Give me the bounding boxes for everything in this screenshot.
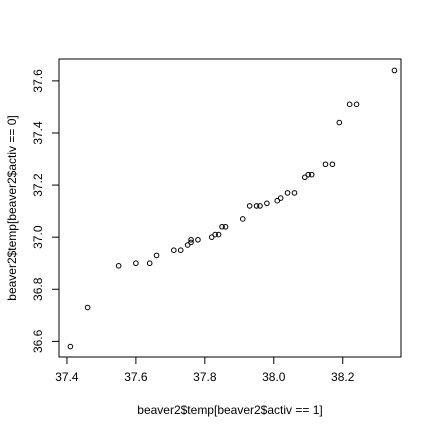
data-point [302,174,308,181]
y-tick-label: 37.6 [31,69,45,93]
data-point [257,203,263,209]
data-point [346,101,353,108]
data-point [246,203,253,209]
data-point [115,263,122,269]
y-tick-label: 37.2 [31,173,45,197]
data-point [133,260,139,267]
y-tick-label: 37.4 [31,121,45,145]
data-point [84,304,91,311]
x-tick-label: 38.0 [262,370,286,384]
y-axis: 36.6 36.8 37.0 37.2 37.4 37.6 [31,69,60,353]
x-axis-label: beaver2$temp[beaver2$activ == 1] [137,403,322,417]
data-point [177,247,184,253]
data-point [212,231,218,238]
data-point [391,67,398,74]
data-point [188,239,194,246]
data-point [284,190,291,196]
data-point [329,161,336,168]
data-point [277,195,284,201]
data-point [184,242,191,248]
y-axis-label: beaver2$temp[beaver2$activ == 0] [5,115,19,300]
data-point [253,203,260,209]
data-point [222,223,229,230]
data-point [322,161,329,168]
data-point [353,101,360,108]
data-point [291,190,298,196]
data-point [274,197,281,204]
x-tick-label: 37.8 [193,370,217,384]
data-point [239,216,246,222]
x-tick-label: 37.4 [55,370,79,384]
data-point [336,119,343,126]
y-tick-label: 37.0 [31,225,45,249]
plot-box [58,58,402,358]
data-point [208,234,215,240]
data-point [264,200,270,207]
data-point [305,171,312,178]
data-point [308,171,315,178]
data-point [67,343,74,350]
data-point [188,236,194,243]
data-point [171,247,177,253]
y-tick-label: 36.6 [31,329,45,353]
data-point [195,236,201,243]
data-point [215,231,222,238]
x-tick-label: 38.2 [331,370,355,384]
data-point [219,223,225,230]
data-point [153,252,160,259]
y-tick-label: 36.8 [31,277,45,301]
x-tick-label: 37.6 [124,370,148,384]
data-points [67,67,398,350]
data-point [146,260,153,267]
x-axis: 37.4 37.6 37.8 38.0 38.2 [55,356,355,384]
